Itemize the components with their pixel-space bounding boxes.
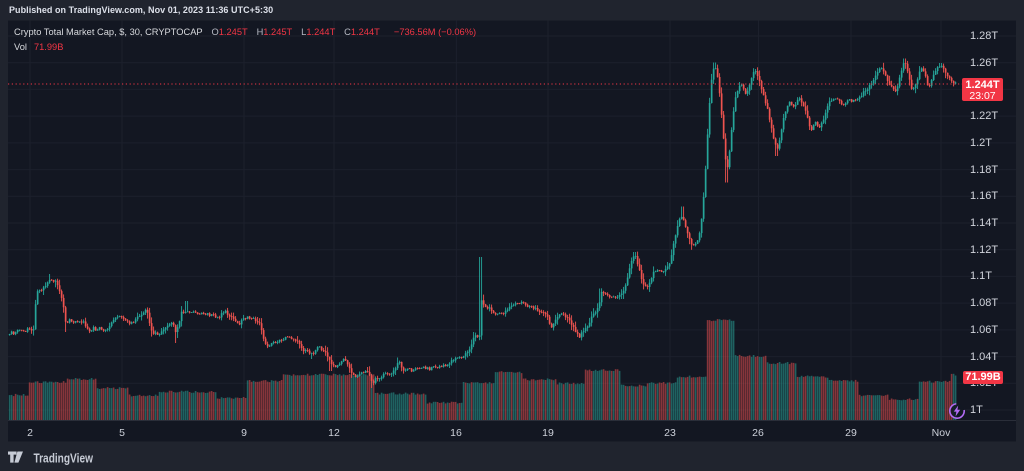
svg-text:TradingView: TradingView <box>34 451 94 465</box>
